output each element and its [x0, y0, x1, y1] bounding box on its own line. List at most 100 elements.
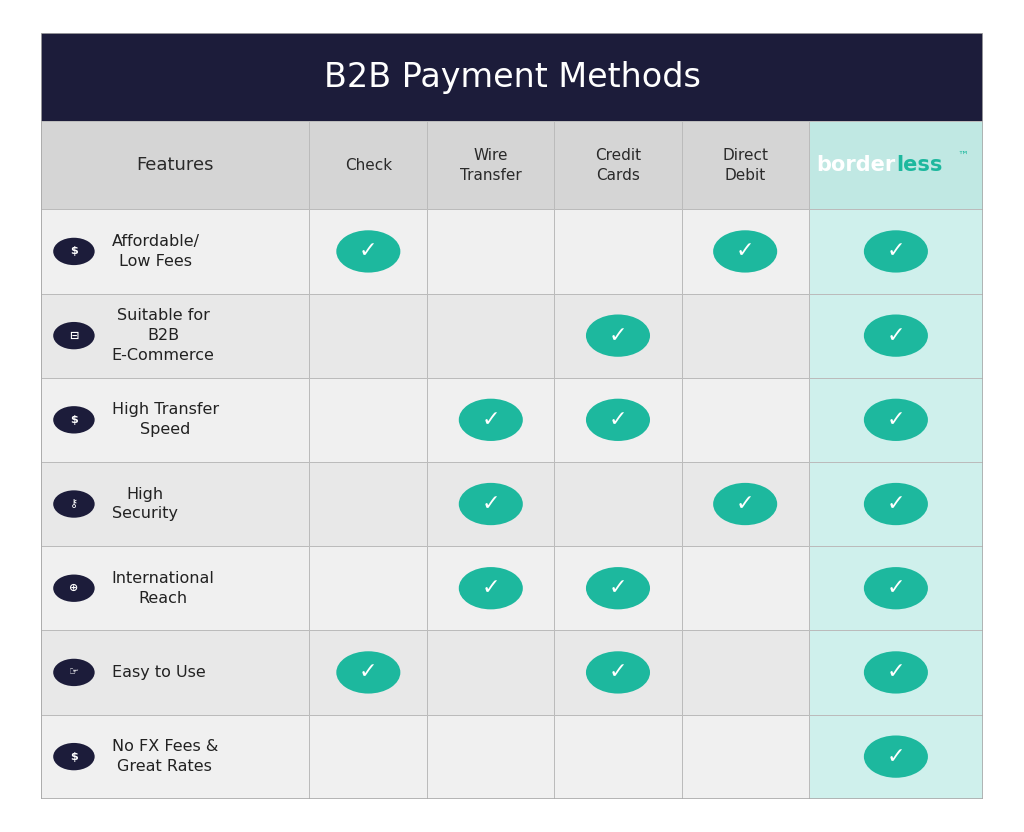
- Text: ☞: ☞: [69, 667, 79, 677]
- FancyBboxPatch shape: [682, 378, 809, 462]
- Ellipse shape: [53, 575, 94, 602]
- Text: ⊟: ⊟: [70, 330, 79, 340]
- Text: ✓: ✓: [736, 241, 755, 261]
- FancyBboxPatch shape: [41, 462, 309, 546]
- FancyBboxPatch shape: [682, 715, 809, 799]
- Text: ✓: ✓: [887, 241, 905, 261]
- Text: ✓: ✓: [736, 494, 755, 514]
- FancyBboxPatch shape: [554, 462, 682, 546]
- Text: Direct
Debit: Direct Debit: [722, 148, 768, 183]
- Text: ✓: ✓: [608, 578, 628, 598]
- Ellipse shape: [586, 314, 650, 357]
- FancyBboxPatch shape: [309, 462, 427, 546]
- Text: Credit
Cards: Credit Cards: [595, 148, 641, 183]
- FancyBboxPatch shape: [309, 294, 427, 378]
- FancyBboxPatch shape: [809, 121, 983, 210]
- Text: High
Security: High Security: [112, 487, 177, 522]
- Text: ✓: ✓: [608, 325, 628, 345]
- FancyBboxPatch shape: [427, 210, 554, 294]
- Text: ✓: ✓: [481, 410, 500, 430]
- Text: Wire
Transfer: Wire Transfer: [460, 148, 521, 183]
- Text: ⚷: ⚷: [70, 499, 78, 509]
- Ellipse shape: [53, 238, 94, 265]
- Ellipse shape: [459, 567, 523, 609]
- Text: ✓: ✓: [608, 410, 628, 430]
- Ellipse shape: [53, 743, 94, 770]
- Text: ✓: ✓: [608, 662, 628, 682]
- FancyBboxPatch shape: [809, 631, 983, 715]
- FancyBboxPatch shape: [41, 715, 309, 799]
- Text: $: $: [70, 751, 78, 761]
- Text: ✓: ✓: [887, 578, 905, 598]
- FancyBboxPatch shape: [41, 121, 309, 210]
- Ellipse shape: [336, 230, 400, 273]
- FancyBboxPatch shape: [309, 715, 427, 799]
- Text: $: $: [70, 415, 78, 425]
- FancyBboxPatch shape: [809, 715, 983, 799]
- Text: ✓: ✓: [887, 494, 905, 514]
- FancyBboxPatch shape: [682, 121, 809, 210]
- FancyBboxPatch shape: [809, 378, 983, 462]
- Ellipse shape: [53, 322, 94, 349]
- Text: Features: Features: [136, 156, 214, 175]
- Text: International
Reach: International Reach: [112, 571, 214, 606]
- Text: border: border: [817, 156, 896, 176]
- FancyBboxPatch shape: [809, 546, 983, 631]
- Ellipse shape: [864, 230, 928, 273]
- FancyBboxPatch shape: [554, 631, 682, 715]
- FancyBboxPatch shape: [309, 631, 427, 715]
- FancyBboxPatch shape: [682, 462, 809, 546]
- FancyBboxPatch shape: [41, 210, 309, 294]
- FancyBboxPatch shape: [427, 715, 554, 799]
- FancyBboxPatch shape: [682, 631, 809, 715]
- FancyBboxPatch shape: [427, 631, 554, 715]
- FancyBboxPatch shape: [554, 715, 682, 799]
- FancyBboxPatch shape: [309, 378, 427, 462]
- Text: No FX Fees &
Great Rates: No FX Fees & Great Rates: [112, 739, 218, 774]
- FancyBboxPatch shape: [41, 546, 309, 631]
- FancyBboxPatch shape: [682, 210, 809, 294]
- FancyBboxPatch shape: [427, 121, 554, 210]
- Ellipse shape: [864, 567, 928, 609]
- FancyBboxPatch shape: [554, 210, 682, 294]
- Ellipse shape: [459, 399, 523, 441]
- Ellipse shape: [864, 735, 928, 778]
- Text: ⊕: ⊕: [70, 583, 79, 593]
- Ellipse shape: [713, 483, 777, 525]
- Text: Easy to Use: Easy to Use: [112, 665, 206, 680]
- FancyBboxPatch shape: [554, 378, 682, 462]
- FancyBboxPatch shape: [809, 294, 983, 378]
- Text: less: less: [896, 156, 942, 176]
- FancyBboxPatch shape: [41, 294, 309, 378]
- Ellipse shape: [586, 567, 650, 609]
- FancyBboxPatch shape: [809, 462, 983, 546]
- FancyBboxPatch shape: [554, 121, 682, 210]
- Text: ✓: ✓: [359, 241, 378, 261]
- FancyBboxPatch shape: [427, 462, 554, 546]
- Ellipse shape: [713, 230, 777, 273]
- Text: B2B Payment Methods: B2B Payment Methods: [324, 61, 700, 94]
- FancyBboxPatch shape: [309, 546, 427, 631]
- FancyBboxPatch shape: [427, 294, 554, 378]
- Ellipse shape: [864, 651, 928, 694]
- Text: ✓: ✓: [887, 410, 905, 430]
- FancyBboxPatch shape: [554, 294, 682, 378]
- FancyBboxPatch shape: [809, 210, 983, 294]
- Ellipse shape: [53, 406, 94, 433]
- FancyBboxPatch shape: [427, 546, 554, 631]
- FancyBboxPatch shape: [309, 210, 427, 294]
- FancyBboxPatch shape: [427, 378, 554, 462]
- Ellipse shape: [586, 399, 650, 441]
- FancyBboxPatch shape: [682, 546, 809, 631]
- Text: Check: Check: [345, 158, 392, 173]
- FancyBboxPatch shape: [41, 631, 309, 715]
- Text: ✓: ✓: [887, 325, 905, 345]
- FancyBboxPatch shape: [682, 294, 809, 378]
- Ellipse shape: [336, 651, 400, 694]
- Text: ✓: ✓: [887, 746, 905, 766]
- Text: High Transfer
Speed: High Transfer Speed: [112, 403, 219, 438]
- Ellipse shape: [864, 399, 928, 441]
- Ellipse shape: [864, 314, 928, 357]
- Ellipse shape: [864, 483, 928, 525]
- Ellipse shape: [53, 659, 94, 686]
